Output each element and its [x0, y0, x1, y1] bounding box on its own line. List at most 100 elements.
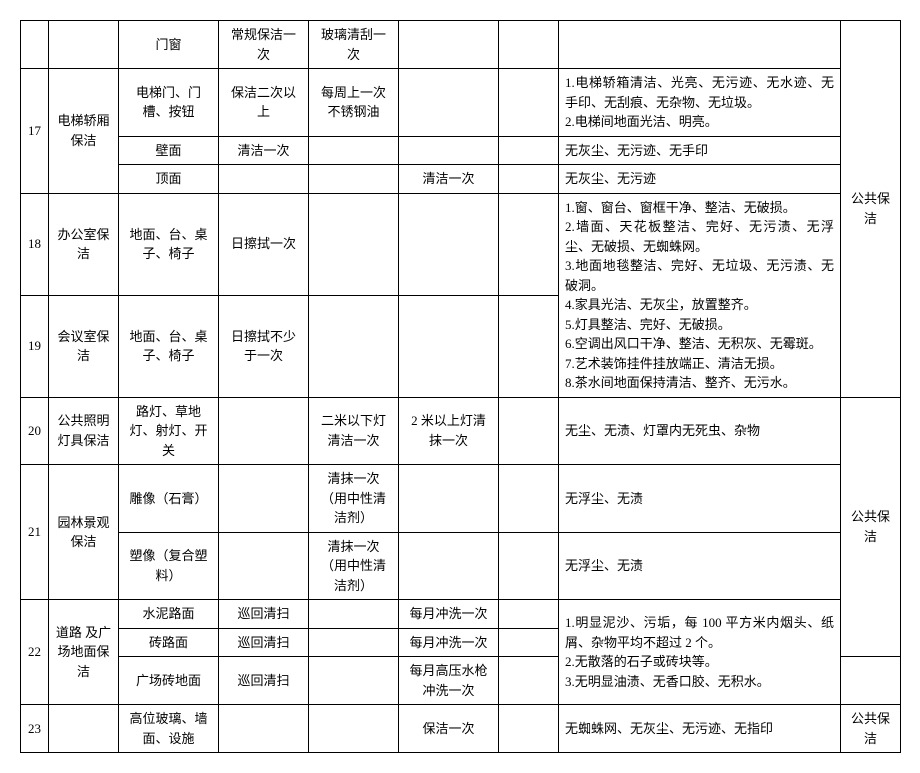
table-row: 壁面 清洁一次 无灰尘、无污迹、无手印: [21, 136, 901, 165]
cell-name: 公共照明灯具保洁: [49, 397, 119, 465]
cell: [559, 21, 841, 69]
cell: [499, 532, 559, 600]
cell: [219, 532, 309, 600]
cell: [399, 532, 499, 600]
cell: [499, 705, 559, 753]
table-row: 顶面 清洁一次 无灰尘、无污迹: [21, 165, 901, 194]
table-row: 塑像（复合塑料） 清抹一次（用中性清洁剂） 无浮尘、无渍: [21, 532, 901, 600]
cell-name: 园林景观保洁: [49, 465, 119, 600]
cell: 每周上一次不锈钢油: [309, 69, 399, 137]
cell-notes: 1.电梯轿箱清洁、光亮、无污迹、无水迹、无手印、无刮痕、无杂物、无垃圾。2.电梯…: [559, 69, 841, 137]
cell: 2 米以上灯清抹一次: [399, 397, 499, 465]
cell-index: 22: [21, 600, 49, 705]
cell-name: 道路 及广场地面保洁: [49, 600, 119, 705]
cell: 日擦拭不少于一次: [219, 295, 309, 397]
cell: [309, 295, 399, 397]
cell: 高位玻璃、墙面、设施: [119, 705, 219, 753]
cell: 清洁一次: [219, 136, 309, 165]
cell-notes: 无尘、无渍、灯罩内无死虫、杂物: [559, 397, 841, 465]
cell-notes: 无蜘蛛网、无灰尘、无污迹、无指印: [559, 705, 841, 753]
cell: 路灯、草地灯、射灯、开关: [119, 397, 219, 465]
cell-notes: 无浮尘、无渍: [559, 532, 841, 600]
cell: 顶面: [119, 165, 219, 194]
cell: [219, 465, 309, 533]
cell: 日擦拭一次: [219, 193, 309, 295]
cell: [219, 705, 309, 753]
cell: [499, 465, 559, 533]
cell: [841, 657, 901, 705]
cell: [309, 657, 399, 705]
cell: [499, 69, 559, 137]
cell: 地面、台、桌子、椅子: [119, 193, 219, 295]
cell: 塑像（复合塑料）: [119, 532, 219, 600]
cell: 广场砖地面: [119, 657, 219, 705]
cell: 每月冲洗一次: [399, 600, 499, 629]
cell-notes: 无灰尘、无污迹、无手印: [559, 136, 841, 165]
cell: [499, 193, 559, 295]
cell: 巡回清扫: [219, 628, 309, 657]
cell: [309, 705, 399, 753]
cell-notes: 无灰尘、无污迹: [559, 165, 841, 194]
cell: 清抹一次（用中性清洁剂）: [309, 532, 399, 600]
cell: [309, 165, 399, 194]
cell: 清洁一次: [399, 165, 499, 194]
cell: 保洁二次以上: [219, 69, 309, 137]
cell-index: 21: [21, 465, 49, 600]
table-row: 门窗 常规保洁一次 玻璃清刮一次 公共保洁: [21, 21, 901, 69]
cell: 每月冲洗一次: [399, 628, 499, 657]
table-row: 17 电梯轿厢保洁 电梯门、门槽、按钮 保洁二次以上 每周上一次不锈钢油 1.电…: [21, 69, 901, 137]
cell: [499, 600, 559, 629]
table-row: 21 园林景观保洁 雕像（石膏） 清抹一次（用中性清洁剂） 无浮尘、无渍: [21, 465, 901, 533]
cell: 保洁一次: [399, 705, 499, 753]
cell: 门窗: [119, 21, 219, 69]
cleaning-schedule-table: 门窗 常规保洁一次 玻璃清刮一次 公共保洁 17 电梯轿厢保洁 电梯门、门槽、按…: [20, 20, 901, 753]
cell: [499, 165, 559, 194]
cell: [309, 600, 399, 629]
cell-index: 23: [21, 705, 49, 753]
table-row: 22 道路 及广场地面保洁 水泥路面 巡回清扫 每月冲洗一次 1.明显泥沙、污垢…: [21, 600, 901, 629]
cell: 巡回清扫: [219, 600, 309, 629]
cell: [399, 465, 499, 533]
cell-name: 会议室保洁: [49, 295, 119, 397]
cell-index: 17: [21, 69, 49, 194]
cell: 地面、台、桌子、椅子: [119, 295, 219, 397]
cell: 常规保洁一次: [219, 21, 309, 69]
cell: 电梯门、门槽、按钮: [119, 69, 219, 137]
cell: 壁面: [119, 136, 219, 165]
table-row: 20 公共照明灯具保洁 路灯、草地灯、射灯、开关 二米以下灯清洁一次 2 米以上…: [21, 397, 901, 465]
cell: 砖路面: [119, 628, 219, 657]
cell: [499, 397, 559, 465]
cell: 每月高压水枪冲洗一次: [399, 657, 499, 705]
table-row: 23 高位玻璃、墙面、设施 保洁一次 无蜘蛛网、无灰尘、无污迹、无指印 公共保洁: [21, 705, 901, 753]
cell: [499, 628, 559, 657]
cell: 玻璃清刮一次: [309, 21, 399, 69]
cell-notes: 无浮尘、无渍: [559, 465, 841, 533]
cell: 水泥路面: [119, 600, 219, 629]
cell: [499, 657, 559, 705]
cell: [399, 136, 499, 165]
table-row: 18 办公室保洁 地面、台、桌子、椅子 日擦拭一次 1.窗、窗台、窗框干净、整洁…: [21, 193, 901, 295]
cell-name: 电梯轿厢保洁: [49, 69, 119, 194]
cell: 公共保洁: [841, 397, 901, 657]
cell: [499, 21, 559, 69]
cell: 清抹一次（用中性清洁剂）: [309, 465, 399, 533]
cell: [309, 628, 399, 657]
cell: 雕像（石膏）: [119, 465, 219, 533]
cell: [399, 69, 499, 137]
cell-index: 19: [21, 295, 49, 397]
cell-notes: 1.窗、窗台、窗框干净、整洁、无破损。2.墙面、天花板整洁、完好、无污渍、无浮尘…: [559, 193, 841, 397]
cell: 公共保洁: [841, 21, 901, 398]
cell: [399, 193, 499, 295]
cell: [219, 165, 309, 194]
cell: [399, 21, 499, 69]
cell-name: 办公室保洁: [49, 193, 119, 295]
cell: 公共保洁: [841, 705, 901, 753]
cell: [399, 295, 499, 397]
cell: [499, 136, 559, 165]
cell-notes: 1.明显泥沙、污垢，每 100 平方米内烟头、纸屑、杂物平均不超过 2 个。2.…: [559, 600, 841, 705]
cell: 巡回清扫: [219, 657, 309, 705]
cell: [499, 295, 559, 397]
cell: [309, 193, 399, 295]
cell: [49, 705, 119, 753]
cell: [309, 136, 399, 165]
